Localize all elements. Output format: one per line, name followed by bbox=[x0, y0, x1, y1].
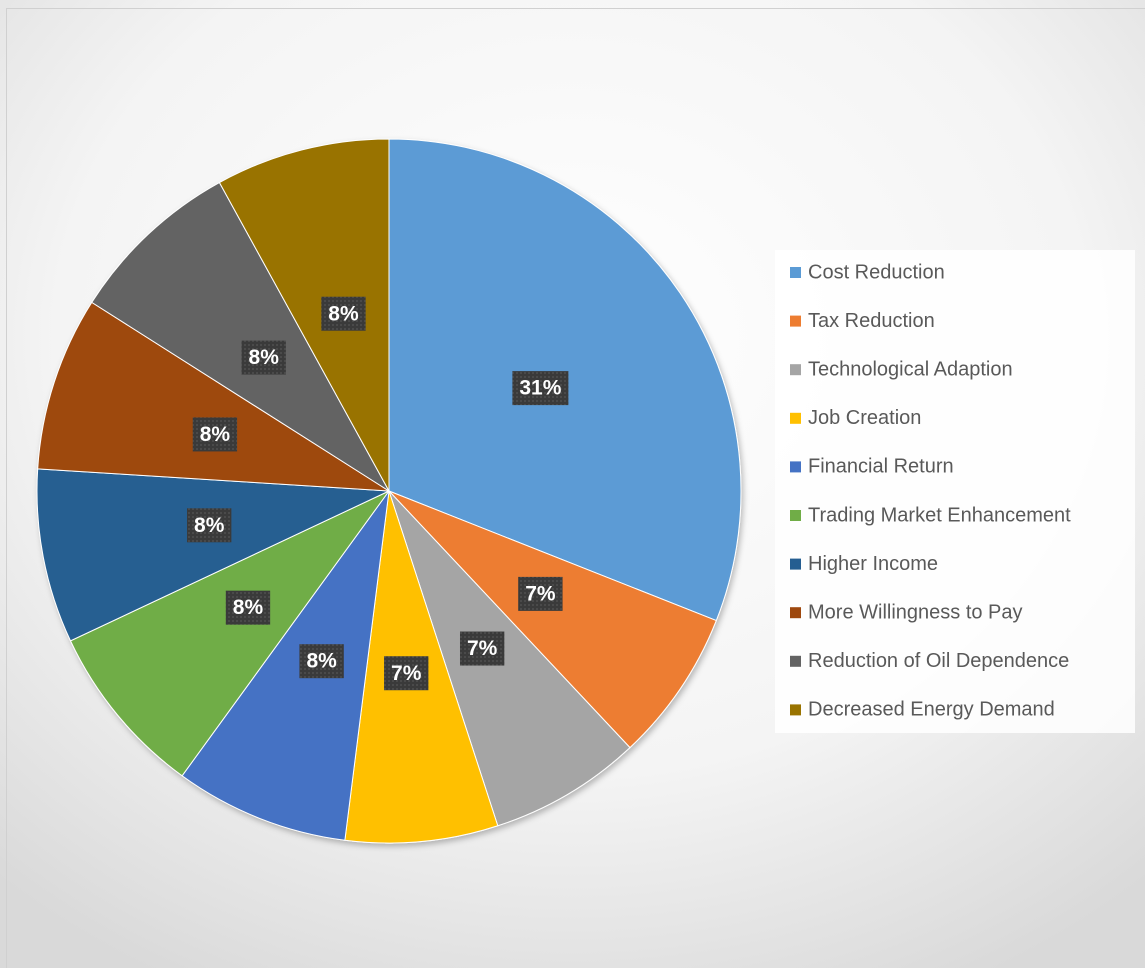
legend-box bbox=[775, 250, 1135, 733]
data-label-box bbox=[518, 576, 563, 611]
pie-slice bbox=[388, 490, 717, 749]
data-label-text: 8% bbox=[233, 596, 264, 619]
pie-slice bbox=[69, 490, 390, 777]
legend-label: Technological Adaption bbox=[808, 358, 1013, 380]
data-label-text: 31% bbox=[519, 377, 561, 400]
data-label-text: 8% bbox=[194, 514, 225, 537]
data-label-box bbox=[384, 656, 429, 691]
data-label-text: 7% bbox=[525, 582, 556, 605]
data-label-box bbox=[459, 631, 505, 666]
legend-swatch bbox=[790, 315, 801, 327]
legend-label: Trading Market Enhancement bbox=[808, 504, 1071, 526]
legend-swatch bbox=[790, 364, 801, 376]
legend-label: Financial Return bbox=[808, 456, 954, 478]
data-label-box bbox=[299, 644, 344, 679]
legend-label: Job Creation bbox=[808, 407, 921, 429]
data-label-text: 8% bbox=[306, 650, 337, 673]
legend-swatch bbox=[790, 607, 801, 619]
data-label: 31% bbox=[512, 371, 569, 406]
data-label-box bbox=[225, 590, 271, 625]
data-label-box bbox=[192, 417, 238, 452]
data-label: 7% bbox=[384, 656, 429, 691]
legend-swatch bbox=[790, 655, 801, 667]
data-label-text: 8% bbox=[328, 302, 359, 325]
legend-swatch bbox=[790, 558, 801, 570]
data-label-box bbox=[241, 340, 286, 375]
pie bbox=[36, 138, 742, 844]
legend-label: Higher Income bbox=[808, 553, 938, 575]
legend-label: Tax Reduction bbox=[808, 310, 935, 332]
chart-border bbox=[6, 8, 1145, 968]
legend: Cost Reduction Tax Reduction Technological… bbox=[790, 261, 1071, 721]
data-label: 8% bbox=[299, 644, 344, 679]
legend-swatch bbox=[790, 412, 801, 424]
data-label: 7% bbox=[459, 631, 505, 666]
legend-swatch bbox=[790, 267, 801, 278]
data-label: 8% bbox=[321, 296, 366, 331]
pie-slice bbox=[91, 181, 390, 492]
data-label-box bbox=[321, 296, 366, 331]
data-labels: 31% 7% 7% 7% 8% 8% 8% 8% 8% 8% bbox=[187, 296, 569, 691]
pie-slice bbox=[388, 490, 631, 827]
data-label: 8% bbox=[225, 590, 271, 625]
data-label-text: 7% bbox=[467, 637, 498, 660]
legend-label: Decreased Energy Demand bbox=[808, 699, 1055, 721]
pie-slice bbox=[181, 490, 390, 841]
legend-label: Cost Reduction bbox=[808, 261, 945, 283]
data-label-text: 8% bbox=[200, 423, 231, 446]
pie-slice bbox=[36, 468, 390, 642]
data-label: 8% bbox=[192, 417, 238, 452]
pie-slice bbox=[218, 138, 390, 492]
data-label-text: 8% bbox=[249, 346, 280, 369]
legend-swatch bbox=[790, 510, 801, 521]
pie-slice bbox=[37, 301, 390, 492]
data-label: 8% bbox=[241, 340, 286, 375]
legend-swatch bbox=[790, 704, 801, 716]
data-label-box bbox=[512, 371, 569, 406]
data-label-text: 7% bbox=[391, 662, 422, 685]
legend-label: More Willingness to Pay bbox=[808, 601, 1023, 623]
data-label: 7% bbox=[518, 576, 563, 611]
legend-swatch bbox=[790, 461, 801, 473]
legend-label: Reduction of Oil Dependence bbox=[808, 650, 1069, 672]
data-label-box bbox=[187, 508, 232, 543]
data-label: 8% bbox=[187, 508, 232, 543]
